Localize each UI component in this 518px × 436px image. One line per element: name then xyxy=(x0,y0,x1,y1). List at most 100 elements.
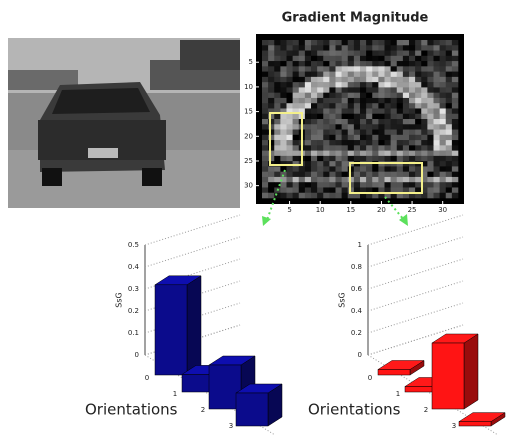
image-cell xyxy=(385,182,391,188)
image-cell xyxy=(360,61,366,67)
image-cell xyxy=(372,156,378,162)
image-cell xyxy=(409,172,415,178)
image-cell xyxy=(415,66,421,72)
image-cell xyxy=(421,108,427,114)
image-cell xyxy=(287,151,293,157)
image-cell xyxy=(452,151,458,157)
y-tick-label: 0.3 xyxy=(128,285,139,293)
image-cell xyxy=(329,193,335,199)
image-cell xyxy=(262,161,268,167)
image-cell xyxy=(305,156,311,162)
image-cell xyxy=(317,161,323,167)
image-cell xyxy=(280,103,286,109)
image-cell xyxy=(372,40,378,46)
image-cell xyxy=(391,40,397,46)
image-cell xyxy=(434,103,440,109)
image-cell xyxy=(409,87,415,93)
image-cell xyxy=(366,45,372,51)
image-cell xyxy=(391,145,397,151)
image-cell xyxy=(378,93,384,99)
image-cell xyxy=(323,119,329,125)
image-cell xyxy=(287,87,293,93)
image-cell xyxy=(287,56,293,62)
image-cell xyxy=(360,166,366,172)
image-cell xyxy=(452,72,458,78)
image-cell xyxy=(280,87,286,93)
gradient-image xyxy=(256,34,464,204)
image-cell xyxy=(293,135,299,141)
image-cell xyxy=(415,103,421,109)
image-cell xyxy=(427,182,433,188)
image-cell xyxy=(280,135,286,141)
image-cell xyxy=(415,56,421,62)
image-cell xyxy=(262,56,268,62)
image-cell xyxy=(391,124,397,130)
image-cell xyxy=(427,103,433,109)
image-cell xyxy=(299,103,305,109)
image-cell xyxy=(268,172,274,178)
image-cell xyxy=(336,72,342,78)
image-cell xyxy=(434,135,440,141)
image-cell xyxy=(415,108,421,114)
image-cell xyxy=(421,93,427,99)
image-cell xyxy=(274,66,280,72)
image-cell xyxy=(385,51,391,57)
image-cell xyxy=(397,72,403,78)
image-cell xyxy=(299,177,305,183)
image-cell xyxy=(446,98,452,104)
image-cell xyxy=(385,93,391,99)
image-cell xyxy=(311,119,317,125)
image-cell xyxy=(323,166,329,172)
image-cell xyxy=(409,82,415,88)
image-cell xyxy=(348,40,354,46)
image-cell xyxy=(385,103,391,109)
image-cell xyxy=(299,82,305,88)
y-tick-label: 0.1 xyxy=(128,329,139,337)
image-cell xyxy=(287,45,293,51)
image-cell xyxy=(293,45,299,51)
x-tick-label: 2 xyxy=(424,406,428,414)
image-cell xyxy=(299,56,305,62)
image-cell xyxy=(366,140,372,146)
image-cell xyxy=(366,51,372,57)
image-cell xyxy=(293,66,299,72)
image-cell xyxy=(268,187,274,193)
image-cell xyxy=(421,61,427,67)
image-cell xyxy=(274,82,280,88)
image-cell xyxy=(366,156,372,162)
image-cell xyxy=(391,87,397,93)
image-cell xyxy=(305,66,311,72)
image-cell xyxy=(421,77,427,83)
image-cell xyxy=(287,51,293,57)
image-cell xyxy=(415,98,421,104)
image-cell xyxy=(262,182,268,188)
image-cell xyxy=(397,151,403,157)
image-cell xyxy=(323,151,329,157)
image-cell xyxy=(427,145,433,151)
image-cell xyxy=(287,61,293,67)
image-cell xyxy=(434,40,440,46)
image-cell xyxy=(280,66,286,72)
image-cell xyxy=(299,87,305,93)
image-cell xyxy=(434,114,440,120)
image-cell xyxy=(342,45,348,51)
image-cell xyxy=(323,135,329,141)
image-cell xyxy=(293,156,299,162)
image-cell xyxy=(311,187,317,193)
y-tick-label: 20 xyxy=(244,132,253,140)
image-cell xyxy=(329,66,335,72)
image-cell xyxy=(323,172,329,178)
image-cell xyxy=(378,66,384,72)
image-cell xyxy=(317,130,323,136)
x-tick-label: 1 xyxy=(173,390,177,398)
image-cell xyxy=(391,66,397,72)
image-cell xyxy=(323,108,329,114)
image-cell xyxy=(280,77,286,83)
image-cell xyxy=(262,82,268,88)
image-cell xyxy=(305,98,311,104)
image-cell xyxy=(452,40,458,46)
image-cell xyxy=(354,151,360,157)
image-cell xyxy=(360,172,366,178)
image-cell xyxy=(397,66,403,72)
y-tick-label: 10 xyxy=(244,83,253,91)
